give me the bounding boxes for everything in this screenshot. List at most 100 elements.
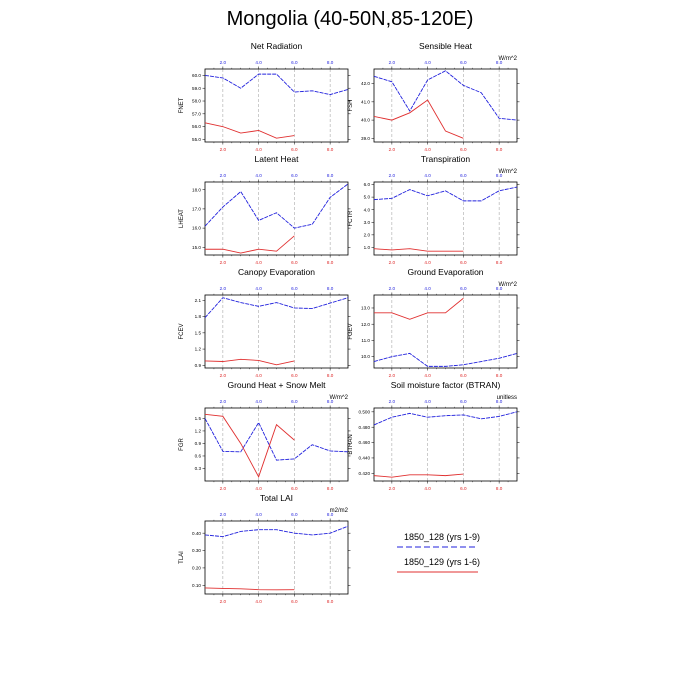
x-tick-label-bottom: 4.0 [255, 260, 262, 265]
x-tick-label-top: 2.0 [389, 173, 396, 178]
y-tick-label: 0.3 [195, 466, 202, 471]
series-line-case1 [373, 352, 518, 367]
y-tick-label: 41.0 [361, 99, 370, 104]
y-axis-label: LHEAT [179, 209, 185, 228]
x-tick-label-top: 4.0 [255, 286, 262, 291]
x-tick-label-top: 4.0 [424, 60, 431, 65]
x-tick-label-top: 4.0 [255, 512, 262, 517]
x-tick-label-bottom: 2.0 [220, 599, 227, 604]
x-tick-label-bottom: 6.0 [291, 486, 298, 491]
x-tick-label-bottom: 8.0 [496, 486, 503, 491]
x-tick-label-bottom: 4.0 [424, 147, 431, 152]
y-tick-label: 1.8 [195, 314, 202, 319]
x-tick-label-top: 6.0 [460, 60, 467, 65]
y-tick-label: 1.2 [195, 429, 202, 434]
y-tick-label: 18.0 [192, 187, 201, 192]
panel-title: Transpiration [421, 154, 471, 164]
y-tick-label: 0.9 [195, 363, 202, 368]
x-tick-label-bottom: 2.0 [389, 373, 396, 378]
y-tick-label: 0.30 [192, 548, 201, 553]
x-tick-label-bottom: 8.0 [327, 486, 334, 491]
y-axis-label: FNET [179, 97, 185, 113]
series-line-case2 [373, 248, 464, 252]
x-tick-label-bottom: 6.0 [460, 486, 467, 491]
figure-title: Mongolia (40-50N,85-120E) [226, 8, 474, 30]
y-tick-label: 6.0 [364, 182, 371, 187]
y-tick-label: 0.440 [359, 456, 371, 461]
x-tick-label-top: 6.0 [291, 286, 298, 291]
y-tick-label: 56.0 [192, 124, 201, 129]
panel-title: Ground Heat + Snow Melt [227, 380, 326, 390]
x-tick-label-bottom: 6.0 [291, 260, 298, 265]
x-tick-label-bottom: 4.0 [255, 373, 262, 378]
x-tick-label-bottom: 6.0 [291, 147, 298, 152]
y-axis-label: FCEV [179, 323, 185, 339]
x-tick-label-top: 2.0 [220, 173, 227, 178]
y-tick-label: 1.5 [195, 416, 202, 421]
panel-title: Ground Evaporation [407, 267, 483, 277]
x-tick-label-bottom: 4.0 [424, 260, 431, 265]
y-tick-label: 17.0 [192, 206, 201, 211]
x-tick-label-top: 2.0 [220, 399, 227, 404]
x-tick-label-top: 6.0 [291, 399, 298, 404]
x-tick-label-bottom: 2.0 [220, 260, 227, 265]
y-tick-label: 0.9 [195, 441, 202, 446]
y-axis-label: FGEV [348, 323, 354, 339]
series-line-case1 [373, 411, 518, 426]
panel-units: W/m^2 [499, 56, 518, 62]
x-tick-label-top: 2.0 [220, 286, 227, 291]
x-tick-label-bottom: 2.0 [220, 486, 227, 491]
y-tick-label: 57.0 [192, 111, 201, 116]
panel-units: W/m^2 [499, 282, 518, 288]
legend: 1850_128 (yrs 1-9) 1850_129 (yrs 1-6) [397, 532, 480, 573]
y-axis-label: BTRAN [348, 434, 354, 454]
y-axis-label: FCTR [348, 210, 354, 227]
y-tick-label: 39.0 [361, 136, 370, 141]
series-line-case2 [204, 358, 295, 366]
y-tick-label: 0.6 [195, 454, 202, 459]
y-tick-label: 58.0 [192, 99, 201, 104]
y-tick-label: 1.2 [195, 347, 202, 352]
x-tick-label-bottom: 6.0 [460, 147, 467, 152]
y-axis-label: FSH [348, 100, 354, 112]
x-tick-label-top: 4.0 [424, 286, 431, 291]
x-tick-label-bottom: 4.0 [255, 486, 262, 491]
x-tick-label-top: 2.0 [389, 399, 396, 404]
x-tick-label-top: 8.0 [327, 286, 334, 291]
series-line-case2 [374, 297, 464, 320]
panel-title: Canopy Evaporation [238, 267, 315, 277]
plot-frame [373, 294, 518, 369]
x-tick-label-top: 6.0 [291, 512, 298, 517]
x-tick-label-bottom: 2.0 [389, 486, 396, 491]
x-tick-label-bottom: 4.0 [424, 373, 431, 378]
x-tick-label-top: 4.0 [424, 173, 431, 178]
x-tick-label-bottom: 8.0 [327, 260, 334, 265]
y-tick-label: 16.0 [192, 226, 201, 231]
plot-frame [204, 520, 349, 595]
x-tick-label-top: 2.0 [220, 512, 227, 517]
y-tick-label: 59.0 [192, 86, 201, 91]
x-tick-label-top: 6.0 [460, 173, 467, 178]
series-line-case1 [373, 70, 518, 121]
x-tick-label-bottom: 6.0 [291, 373, 298, 378]
y-tick-label: 2.1 [195, 298, 202, 303]
x-tick-label-bottom: 8.0 [327, 373, 334, 378]
x-tick-label-top: 6.0 [460, 399, 467, 404]
x-tick-label-top: 4.0 [255, 399, 262, 404]
y-tick-label: 0.460 [359, 440, 371, 445]
series-line-case2 [373, 473, 464, 478]
x-tick-label-bottom: 8.0 [496, 147, 503, 152]
y-tick-label: 1.0 [364, 245, 371, 250]
y-tick-label: 3.0 [364, 220, 371, 225]
series-line-case1 [204, 73, 349, 96]
panel-fgr: Ground Heat + Snow Melt W/m^2 FGR 2.0 2.0 4.0… [179, 380, 351, 491]
y-tick-label: 13.0 [361, 306, 370, 311]
x-tick-label-bottom: 4.0 [424, 486, 431, 491]
x-tick-label-bottom: 4.0 [255, 599, 262, 604]
panel-fcev: Canopy Evaporation FCEV 2.0 2.0 4.0 4.0 6.0 6.0… [179, 267, 351, 378]
legend-label: 1850_129 (yrs 1-6) [404, 557, 480, 567]
x-tick-label-top: 6.0 [291, 173, 298, 178]
x-tick-label-top: 8.0 [327, 512, 334, 517]
x-tick-label-top: 2.0 [389, 286, 396, 291]
